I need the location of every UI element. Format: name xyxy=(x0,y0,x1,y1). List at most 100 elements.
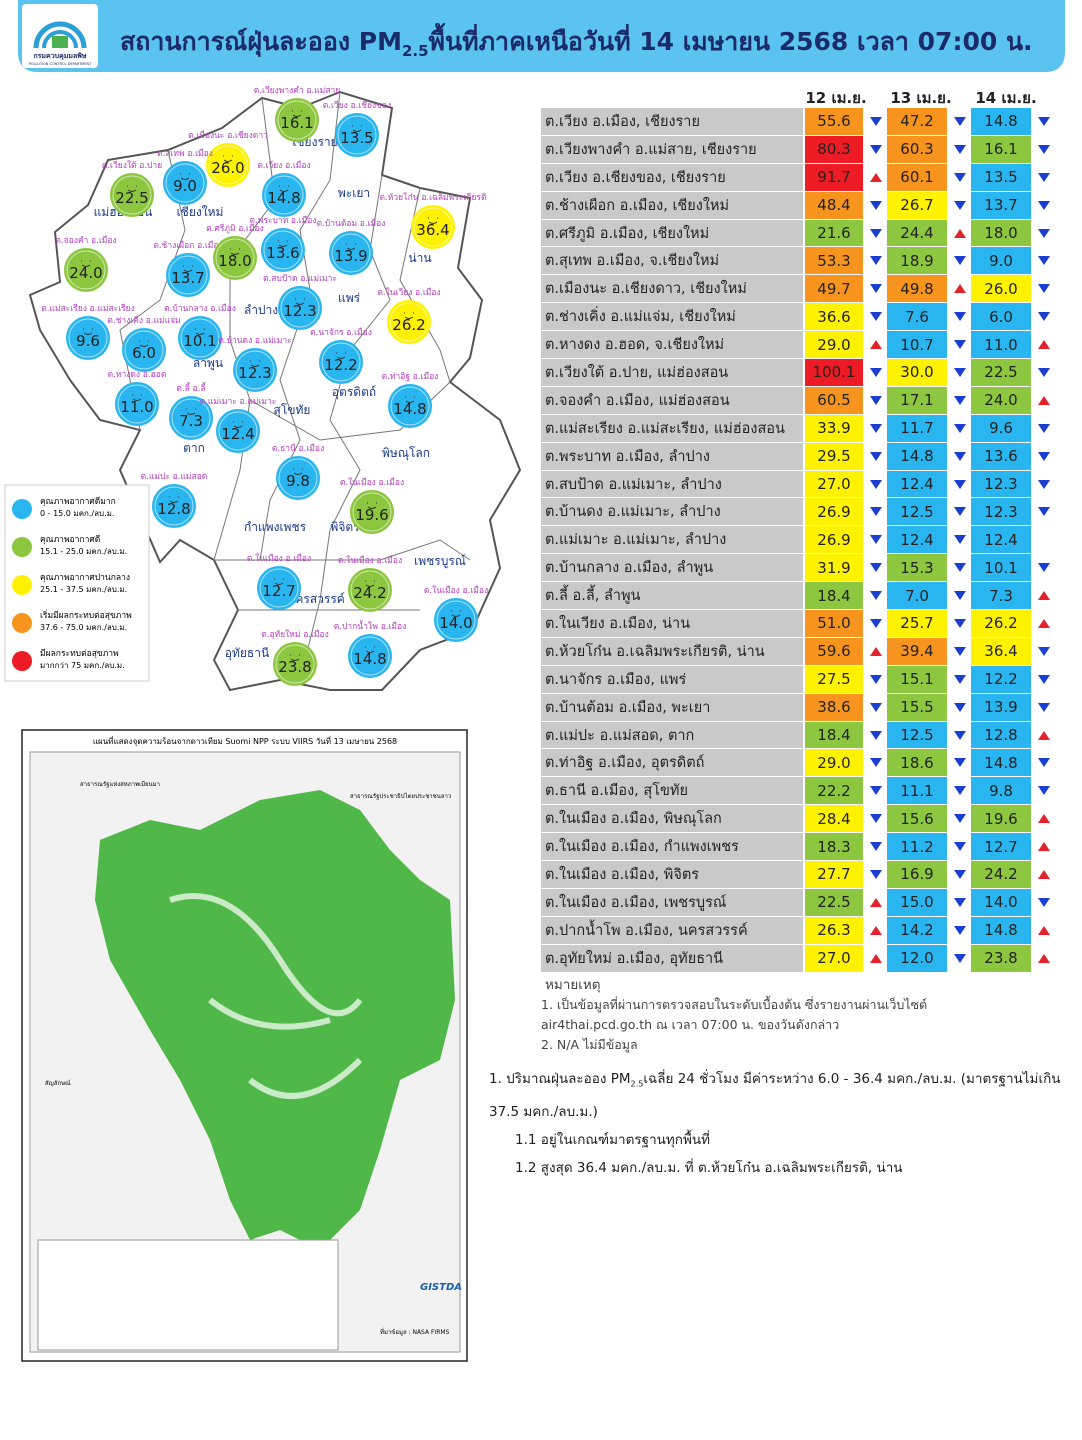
legend-label: มีผลกระทบต่อสุขภาพ xyxy=(40,648,119,659)
station-label: ต.บ้านต้อม อ.เมือง xyxy=(317,218,386,229)
aqi-bubble xyxy=(213,236,257,280)
trend-arrow xyxy=(1038,228,1050,238)
pm-value: 12.2 xyxy=(971,665,1033,694)
trend-cell xyxy=(1033,498,1055,527)
agency-logo: GISTDA xyxy=(420,1282,462,1293)
legend-label: เริ่มมีผลกระทบต่อสุขภาพ xyxy=(40,609,132,621)
trend-cell xyxy=(949,359,971,387)
trend-arrow xyxy=(1038,367,1050,377)
forest-area xyxy=(95,790,455,1250)
trend-cell xyxy=(949,777,971,806)
table-row: ต.ธานี อ.เมือง, สุโขทัย 22.2 11.1 9.8 xyxy=(541,777,1061,806)
bubble-ring xyxy=(68,318,108,358)
station-label: ต.ในเวียง อ.เมือง xyxy=(377,287,440,298)
trend-arrow xyxy=(1038,786,1050,796)
table-row: ต.สบป้าด อ.แม่เมาะ, ลำปาง 27.0 12.4 12.3 xyxy=(541,470,1061,499)
pm-value: 16.1 xyxy=(971,135,1033,164)
bubble-value: 12.3 xyxy=(283,302,316,320)
trend-cell xyxy=(865,192,887,220)
legend-range: 0 - 15.0 มคก./ลบ.ม. xyxy=(40,509,114,518)
station-name: ต.บ้านกลาง อ.เมือง, ลำพูน xyxy=(541,554,805,583)
trend-arrow xyxy=(870,786,882,796)
note: 1. เป็นข้อมูลที่ผ่านการตรวจสอบในระดับเบื… xyxy=(541,997,928,1012)
bubble-value: 13.7 xyxy=(171,269,204,287)
trend-arrow xyxy=(954,116,966,126)
pm-value: 11.1 xyxy=(887,777,949,806)
trend-arrow xyxy=(1038,925,1050,935)
station-name: ต.ในเมือง อ.เมือง, กำแพงเพชร xyxy=(541,833,805,862)
bubble-face xyxy=(83,328,93,335)
aqi-bubble xyxy=(262,173,306,217)
trend-arrow xyxy=(1038,256,1050,266)
bubble-face xyxy=(183,265,193,272)
trend-arrow xyxy=(1038,479,1050,489)
station-label: ต.ในเมือง อ.เมือง xyxy=(340,477,404,488)
aqi-bubble xyxy=(411,205,455,249)
trend-arrow xyxy=(870,563,882,573)
bubble-value: 26.2 xyxy=(392,316,425,334)
pm-value: 15.6 xyxy=(887,805,949,834)
table-row: ต.ลี้ อ.ลี้, ลำพูน 18.4 7.0 7.3 xyxy=(541,582,1061,611)
trend-arrow xyxy=(954,451,966,461)
table-row: ต.ศรีภูมิ อ.เมือง, เชียงใหม่ 21.6 24.4 18.0 xyxy=(541,219,1061,248)
trend-cell xyxy=(949,638,971,666)
trend-cell xyxy=(865,666,887,694)
legend-label: คุณภาพอากาศดีมาก xyxy=(40,496,116,507)
trend-arrow xyxy=(1038,340,1050,350)
trend-cell xyxy=(865,498,887,527)
trend-cell xyxy=(949,443,971,471)
pm-value: 26.2 xyxy=(971,610,1033,638)
pm-value: 12.5 xyxy=(887,721,949,750)
trend-cell xyxy=(949,331,971,360)
aqi-bubble xyxy=(335,113,379,157)
trend-arrow xyxy=(870,228,882,238)
pm-value: 33.9 xyxy=(805,414,865,443)
station-name: ต.บ้านต้อม อ.เมือง, พะเยา xyxy=(541,693,805,722)
station-name: ต.ในเวียง อ.เมือง, น่าน xyxy=(541,610,805,638)
hotspot-summary xyxy=(37,1239,339,1351)
bubble-ring xyxy=(208,145,248,185)
pm-value: 24.0 xyxy=(971,386,1033,415)
trend-cell xyxy=(949,220,971,248)
station-label: ต.เวียงใต้ อ.ปาย xyxy=(102,160,162,171)
table-row: ต.บ้านดง อ.แม่เมาะ, ลำปาง 26.9 12.5 12.3 xyxy=(541,498,1061,527)
trend-cell xyxy=(1033,220,1055,248)
pm-value: 49.7 xyxy=(805,275,865,304)
pm-value: 12.4 xyxy=(887,470,949,499)
pm-value: 27.0 xyxy=(805,470,865,499)
page-title: สถานการณ์ฝุ่นละออง PM2.5พื้นที่ภาคเหนือว… xyxy=(120,22,1033,62)
station-name: ต.ในเมือง อ.เมือง, เพชรบูรณ์ xyxy=(541,888,805,917)
bubble-value: 14.8 xyxy=(393,400,426,418)
summary-text: เฉลี่ย 24 ชั่วโมง มีค่าระหว่าง 6.0 - 36.… xyxy=(489,1071,1061,1120)
trend-cell xyxy=(1033,833,1055,862)
trend-cell xyxy=(1033,359,1055,387)
trend-cell xyxy=(949,192,971,220)
trend-arrow xyxy=(1038,953,1050,963)
trend-arrow xyxy=(870,897,882,907)
aqi-bubble xyxy=(434,598,478,642)
table-row: ต.เวียงพางคำ อ.แม่สาย, เชียงราย 80.3 60.3 1… xyxy=(541,135,1061,164)
table-row: ต.หางดง อ.ฮอด, จ.เชียงใหม่ 29.0 10.7 11.0 xyxy=(541,331,1061,360)
trend-arrow xyxy=(870,842,882,852)
bubble-face xyxy=(293,468,303,475)
hotspot-source: ที่มาข้อมูล : NASA FIRMS xyxy=(380,1328,450,1336)
trend-cell xyxy=(1033,247,1055,276)
station-name: ต.ท่าอิฐ อ.เมือง, อุตรดิตถ์ xyxy=(541,749,805,778)
trend-cell xyxy=(949,498,971,527)
pm-value: 9.6 xyxy=(971,414,1033,443)
pm-value: 12.8 xyxy=(971,721,1033,750)
trend-arrow xyxy=(870,367,882,377)
aqi-bubble xyxy=(319,340,363,384)
table-row: ต.แม่สะเรียง อ.แม่สะเรียง, แม่ฮ่องสอน 33.… xyxy=(541,414,1061,443)
station-name: ต.เมืองนะ อ.เชียงดาว, เชียงใหม่ xyxy=(541,275,805,304)
aqi-bubble xyxy=(122,328,166,372)
bubble-ring xyxy=(275,644,315,684)
trend-cell xyxy=(949,526,971,555)
aqi-bubble xyxy=(275,98,319,142)
trend-arrow xyxy=(870,172,882,182)
bubble-ring xyxy=(263,230,303,270)
table-row: ต.บ้านต้อม อ.เมือง, พะเยา 38.6 15.5 13.9 xyxy=(541,693,1061,722)
bubble-value: 9.0 xyxy=(173,177,197,195)
trend-arrow xyxy=(870,814,882,824)
trend-cell xyxy=(949,582,971,611)
